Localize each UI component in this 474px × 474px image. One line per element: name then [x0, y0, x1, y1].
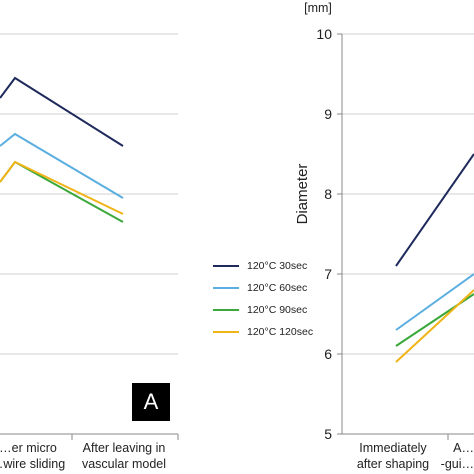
left-x-tick-label-0-line-1: …wire sliding: [0, 457, 65, 471]
legend-label-30sec: 120°C 30sec: [247, 260, 308, 272]
left-x-tick-label-1-line-1: vascular model: [82, 457, 166, 471]
right-x-tick-label-1-line-0: A…: [453, 441, 474, 455]
legend-swatch-120sec: [213, 331, 239, 333]
right-x-tick-label-0-line-0: Immediately: [359, 441, 427, 455]
legend-label-60sec: 120°C 60sec: [247, 282, 308, 294]
left-x-tick-label-1-line-0: After leaving in: [83, 441, 166, 455]
right-y-axis-label: Diameter: [294, 164, 311, 225]
right-series-line-0: [395, 153, 474, 267]
right-y-tick-label-1: 6: [324, 346, 332, 362]
right-x-tick-label-1-line-1: -gui…: [441, 457, 474, 471]
legend-item-60sec: 120°C 60sec: [213, 277, 333, 299]
right-y-tick-label-5: 10: [316, 26, 332, 42]
left-series-line-2: [0, 160, 124, 223]
panel-label-badge: A: [132, 383, 170, 421]
legend-item-90sec: 120°C 90sec: [213, 299, 333, 321]
right-series-line-1: [395, 273, 474, 331]
right-y-tick-label-0: 5: [324, 426, 332, 442]
left-x-tick-label-0-line-0: …er micro: [0, 441, 57, 455]
legend-label-120sec: 120°C 120sec: [247, 326, 314, 338]
right-series-line-3: [395, 289, 474, 363]
right-y-tick-label-3: 8: [324, 186, 332, 202]
right-y-unit: [mm]: [304, 1, 332, 15]
right-y-tick-label-2: 7: [324, 266, 332, 282]
legend-swatch-90sec: [213, 309, 239, 311]
legend-label-90sec: 120°C 90sec: [247, 304, 308, 316]
legend-item-30sec: 120°C 30sec: [213, 255, 333, 277]
legend-swatch-30sec: [213, 265, 239, 267]
legend: 120°C 30sec 120°C 60sec 120°C 90sec 120°…: [213, 255, 333, 343]
legend-item-120sec: 120°C 120sec: [213, 321, 333, 343]
legend-swatch-60sec: [213, 287, 239, 289]
right-y-tick-label-4: 9: [324, 106, 332, 122]
right-x-tick-label-0-line-1: after shaping: [357, 457, 429, 471]
